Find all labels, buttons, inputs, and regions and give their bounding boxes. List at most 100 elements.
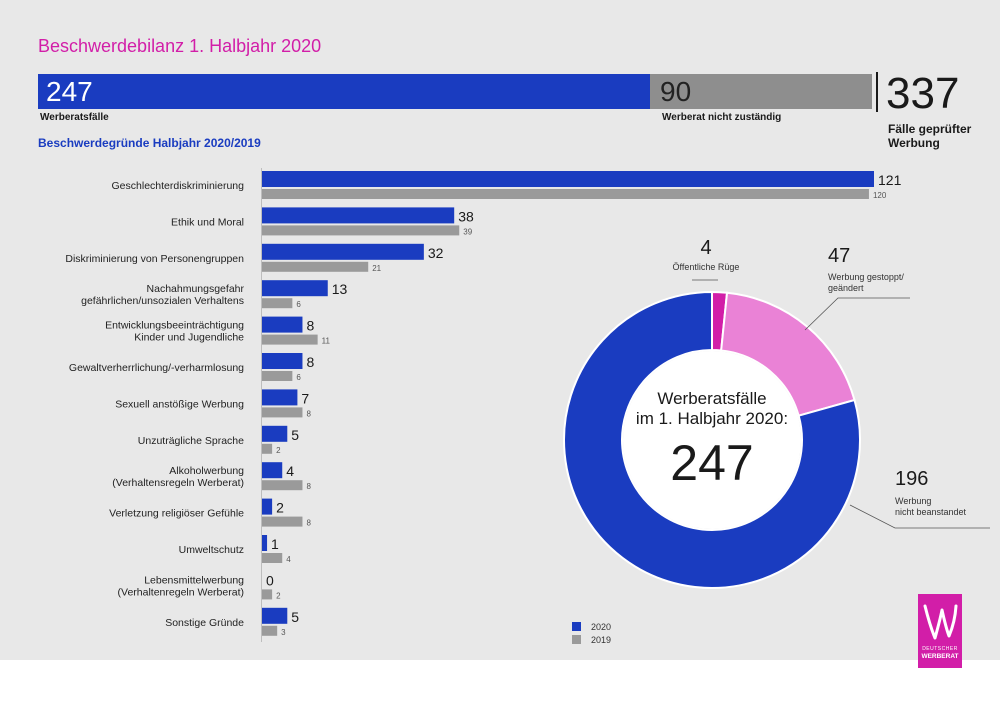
- donut-center-text: im 1. Halbjahr 2020:: [636, 409, 788, 428]
- bar-value-2020: 32: [428, 245, 444, 261]
- category-label: Umweltschutz: [179, 544, 244, 556]
- bar-2020: [262, 171, 874, 187]
- category-label: Verletzung religiöser Gefühle: [109, 508, 244, 520]
- nicht-zustaendig-total-bar: [650, 74, 872, 109]
- bar-2020: [262, 498, 273, 515]
- nicht-zustaendig-total-label: Werberat nicht zuständig: [662, 112, 782, 123]
- bar-2019: [262, 371, 293, 381]
- slice-label: geändert: [828, 283, 864, 293]
- bar-value-2019: 4: [286, 555, 291, 564]
- bar-2019: [262, 298, 293, 309]
- legend-label-2019: 2019: [591, 634, 612, 645]
- bar-value-2019: 8: [306, 519, 311, 528]
- bar-value-2020: 5: [291, 609, 299, 625]
- bar-2019: [262, 407, 303, 418]
- bar-2019: [262, 225, 460, 236]
- donut-center-text: Werberatsfälle: [657, 389, 766, 408]
- total-divider: [876, 72, 878, 112]
- logo-text-line1: DEUTSCHER: [922, 646, 958, 652]
- chart-legend: 2020 2019: [572, 620, 611, 646]
- slice-leader-line: [804, 297, 910, 331]
- category-label: Alkoholwerbung: [169, 465, 244, 477]
- slice-label: nicht beanstandet: [895, 507, 967, 517]
- category-label: (Verhaltensregeln Werberat): [112, 477, 244, 489]
- gesamt-total-label: Fälle geprüfter Werbung: [888, 122, 972, 150]
- bar-2019: [262, 625, 278, 636]
- bar-chart-title: Beschwerdegründe Halbjahr 2020/2019: [38, 136, 261, 150]
- legend-item-2019: 2019: [572, 633, 611, 646]
- bar-2020: [262, 207, 455, 224]
- bar-2020: [262, 353, 303, 369]
- slice-leader-line: [849, 504, 990, 529]
- logo-w-icon: [923, 604, 958, 640]
- category-label: Diskriminierung von Personengruppen: [65, 253, 244, 265]
- bar-2019: [262, 553, 283, 563]
- category-label: Kinder und Jugendliche: [134, 332, 244, 344]
- category-label: Sexuell anstößige Werbung: [115, 398, 244, 410]
- legend-swatch-2020: [572, 622, 581, 631]
- bar-value-2019: 2: [276, 446, 281, 455]
- bar-2020: [262, 389, 298, 406]
- bar-2020: [262, 425, 288, 442]
- slice-label: Öffentliche Rüge: [673, 262, 740, 272]
- bar-2020: [262, 316, 303, 333]
- werberat-total-label: Werberatsfälle: [40, 112, 109, 123]
- bar-2020: [262, 280, 328, 297]
- werberat-total-value: 247: [46, 76, 93, 107]
- bar-2019: [262, 189, 869, 199]
- category-label: Nachahmungsgefahr: [147, 283, 245, 295]
- category-label: gefährlichen/unsozialen Verhaltens: [81, 295, 244, 307]
- bar-2019: [262, 261, 369, 272]
- bar-value-2019: 120: [873, 191, 887, 200]
- bar-2020: [262, 243, 424, 260]
- category-label: Sonstige Gründe: [165, 617, 244, 629]
- donut-slice: [563, 290, 861, 589]
- werberat-logo: DEUTSCHER WERBERAT: [918, 594, 962, 668]
- slice-label: Werbung: [895, 496, 931, 506]
- bar-value-2019: 6: [296, 373, 301, 382]
- category-label: (Verhaltenregeln Werberat): [118, 586, 244, 598]
- category-label: Entwicklungsbeeinträchtigung: [105, 320, 244, 332]
- bar-2019: [262, 443, 273, 454]
- bar-2020: [262, 462, 283, 479]
- bar-value-2020: 38: [458, 208, 474, 224]
- bar-value-2020: 121: [878, 172, 902, 188]
- nicht-zustaendig-total-value: 90: [660, 76, 692, 107]
- bar-value-2020: 8: [306, 318, 314, 334]
- bar-value-2019: 2: [276, 591, 281, 600]
- category-label: Unzuträgliche Sprache: [138, 435, 244, 447]
- bar-2020: [262, 535, 268, 551]
- slice-value: 4: [700, 237, 711, 259]
- bar-value-2020: 8: [306, 354, 314, 370]
- gesamt-total-value: 337: [886, 69, 960, 118]
- bar-2020: [262, 607, 288, 624]
- complaint-reasons-bar-chart: 121120Geschlechterdiskriminierung3839Eth…: [65, 168, 902, 642]
- legend-item-2020: 2020: [572, 620, 611, 633]
- donut-hole: [623, 351, 801, 529]
- bar-value-2020: 4: [286, 463, 294, 479]
- bar-2019: [262, 516, 303, 527]
- bar-value-2020: 7: [301, 390, 309, 406]
- bar-value-2019: 3: [281, 628, 286, 637]
- category-label: Gewaltverherrlichung/-verharmlosung: [69, 362, 244, 374]
- category-label: Lebensmittelwerbung: [144, 574, 244, 586]
- bar-value-2020: 1: [271, 536, 279, 552]
- bar-value-2019: 6: [296, 300, 301, 309]
- bar-value-2020: 5: [291, 427, 299, 443]
- bar-2019: [262, 589, 273, 600]
- legend-label-2020: 2020: [591, 621, 612, 632]
- donut-center-value: 247: [670, 435, 753, 491]
- werberat-total-bar: [38, 74, 650, 109]
- category-label: Ethik und Moral: [171, 216, 244, 228]
- bar-2019: [262, 480, 303, 491]
- slice-value: 47: [828, 245, 850, 267]
- bar-2019: [262, 334, 318, 345]
- page-title: Beschwerdebilanz 1. Halbjahr 2020: [38, 36, 322, 56]
- category-label: Geschlechterdiskriminierung: [112, 180, 245, 192]
- slice-value: 196: [895, 468, 928, 490]
- bar-value-2019: 21: [372, 264, 381, 273]
- slice-label: Werbung gestoppt/: [828, 272, 904, 282]
- legend-swatch-2019: [572, 635, 581, 644]
